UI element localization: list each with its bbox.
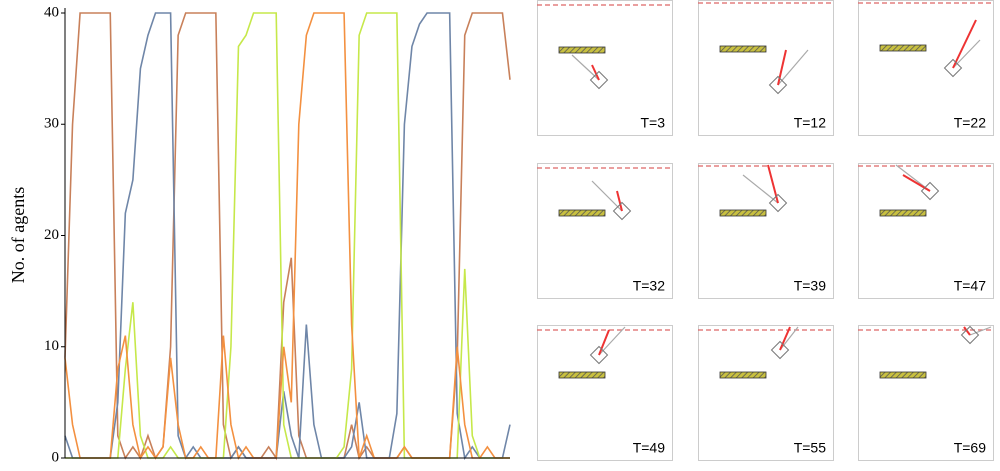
panel-label: T=3 [640,115,665,131]
snapshot-panel: T=22 [858,0,994,136]
snapshot-panel: T=12 [698,0,834,136]
agent [768,75,788,95]
panel-label: T=49 [633,440,666,456]
y-tick-label: 40 [44,4,59,20]
y-axis-label: No. of agents [8,187,28,283]
heading [742,174,779,204]
agent [920,181,940,201]
agent [943,58,963,78]
force [902,174,931,192]
panel-label: T=22 [954,115,987,131]
panel-label: T=32 [633,278,666,294]
series-line [64,12,511,461]
force [963,326,971,336]
snapshot-panel: T=39 [698,163,834,299]
obstacle [558,209,606,217]
agent [589,70,609,90]
y-tick-label: 0 [52,449,60,465]
obstacle [558,371,606,379]
panel-frame [537,163,673,299]
obstacle [719,45,767,53]
panel-label: T=12 [794,115,827,131]
heading [777,49,809,86]
force [616,190,623,212]
panel-frame [537,0,673,136]
obstacle [879,44,927,52]
panel-frame [698,325,834,461]
force [598,329,610,356]
snapshot-panel: T=49 [537,325,673,461]
snapshot-panel: T=3 [537,0,673,136]
heading [969,326,992,336]
force [952,19,977,69]
agent [589,345,609,365]
y-tick-label: 20 [44,227,59,243]
panel-frame [858,0,994,136]
heading [779,326,799,351]
force [779,326,791,351]
panel-label: T=39 [794,278,827,294]
series-line [64,12,511,461]
y-tick-label: 10 [44,338,59,354]
panel-frame [858,325,994,461]
snapshot-panel: T=69 [858,325,994,461]
force [591,64,600,81]
obstacle [558,46,606,54]
heading [591,180,623,212]
agent [770,340,790,360]
snapshot-panel: T=47 [858,163,994,299]
agent [612,201,632,221]
obstacle [719,371,767,379]
panel-label: T=69 [954,440,987,456]
panel-label: T=55 [794,440,827,456]
force [777,49,787,86]
snapshot-panel: T=32 [537,163,673,299]
series-line [65,12,510,459]
agent [768,193,788,213]
panel-label: T=47 [954,278,987,294]
panel-frame [698,0,834,136]
obstacle [879,209,927,217]
snapshot-panel: T=55 [698,325,834,461]
series-line [64,12,510,460]
obstacle [879,371,927,379]
y-tick-label: 30 [44,116,59,132]
obstacle [719,209,767,217]
agent [960,325,980,345]
panel-frame [698,163,834,299]
